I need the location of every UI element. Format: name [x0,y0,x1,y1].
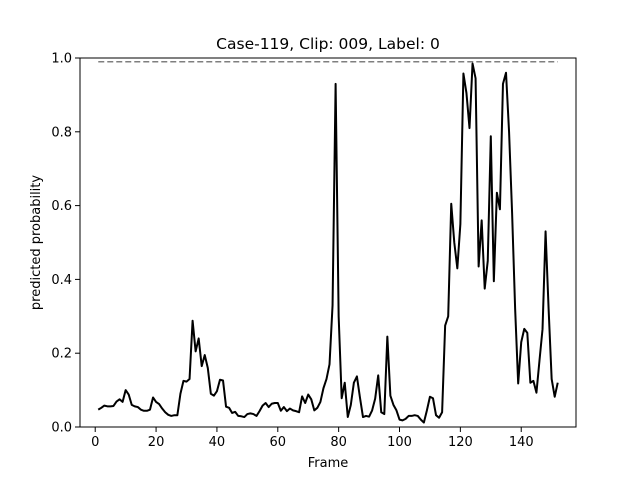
y-tick-label: 0.4 [51,273,72,288]
y-axis-label: predicted probability [29,175,44,310]
chart-title: Case-119, Clip: 009, Label: 0 [216,35,440,53]
x-tick-label: 140 [509,435,534,450]
x-tick-label: 80 [330,435,347,450]
x-tick-label: 40 [209,435,226,450]
x-axis-label: Frame [308,456,349,471]
x-tick-label: 20 [148,435,165,450]
x-tick-label: 60 [270,435,287,450]
x-tick-label: 120 [448,435,473,450]
y-tick-label: 1.0 [51,52,72,67]
plot-layer [97,60,559,424]
y-tick-label: 0.0 [51,421,72,436]
probability-series-line [97,62,559,424]
x-tick-label: 0 [91,435,99,450]
x-tick-label: 100 [387,435,412,450]
y-tick-label: 0.2 [51,347,72,362]
y-tick-label: 0.6 [51,199,72,214]
plot-frame [79,57,577,428]
y-tick-label: 0.8 [51,125,72,140]
ticks-layer: 0 20 40 60 80 100 120 140 0.0 0.2 0.4 0.6 0.8 1.0 [51,52,533,451]
